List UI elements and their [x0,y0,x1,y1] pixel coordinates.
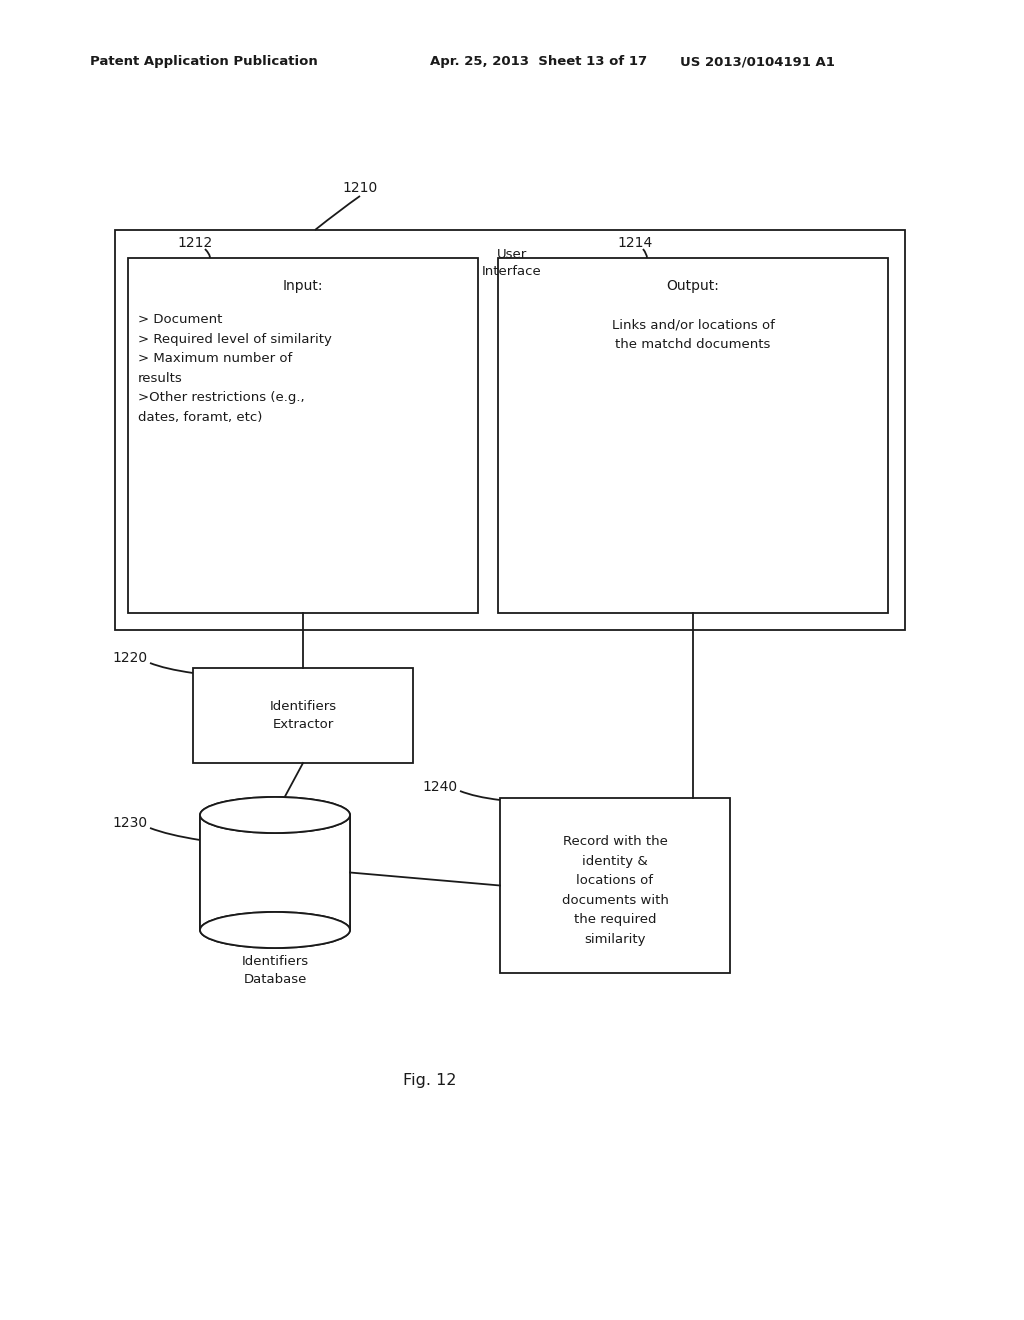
Text: 1230: 1230 [113,816,148,830]
Ellipse shape [200,797,350,833]
Bar [500,799,730,973]
Text: 1240: 1240 [423,780,458,795]
Text: Input:: Input: [283,279,324,293]
Bar [115,230,905,630]
Text: Record with the
identity &
locations of
documents with
the required
similarity: Record with the identity & locations of … [561,836,669,945]
Bar [498,257,888,612]
Text: Patent Application Publication: Patent Application Publication [90,55,317,69]
Text: 1220: 1220 [113,651,148,665]
Text: Fig. 12: Fig. 12 [403,1072,457,1088]
Text: > Document
> Required level of similarity
> Maximum number of
results
>Other res: > Document > Required level of similarit… [138,313,332,424]
Bar [200,814,350,931]
Text: Output:: Output: [667,279,720,293]
Text: 1212: 1212 [177,236,213,249]
Bar [128,257,478,612]
Ellipse shape [200,912,350,948]
Text: User
Interface: User Interface [482,248,542,279]
Text: US 2013/0104191 A1: US 2013/0104191 A1 [680,55,835,69]
Ellipse shape [200,797,350,833]
Text: 1214: 1214 [617,236,652,249]
Text: Identifiers
Database: Identifiers Database [242,954,308,986]
Ellipse shape [200,912,350,948]
Text: Links and/or locations of
the matchd documents: Links and/or locations of the matchd doc… [611,318,774,351]
Text: 1210: 1210 [342,181,378,195]
Text: Identifiers
Extractor: Identifiers Extractor [269,700,337,731]
Text: Apr. 25, 2013  Sheet 13 of 17: Apr. 25, 2013 Sheet 13 of 17 [430,55,647,69]
Bar [193,668,413,763]
